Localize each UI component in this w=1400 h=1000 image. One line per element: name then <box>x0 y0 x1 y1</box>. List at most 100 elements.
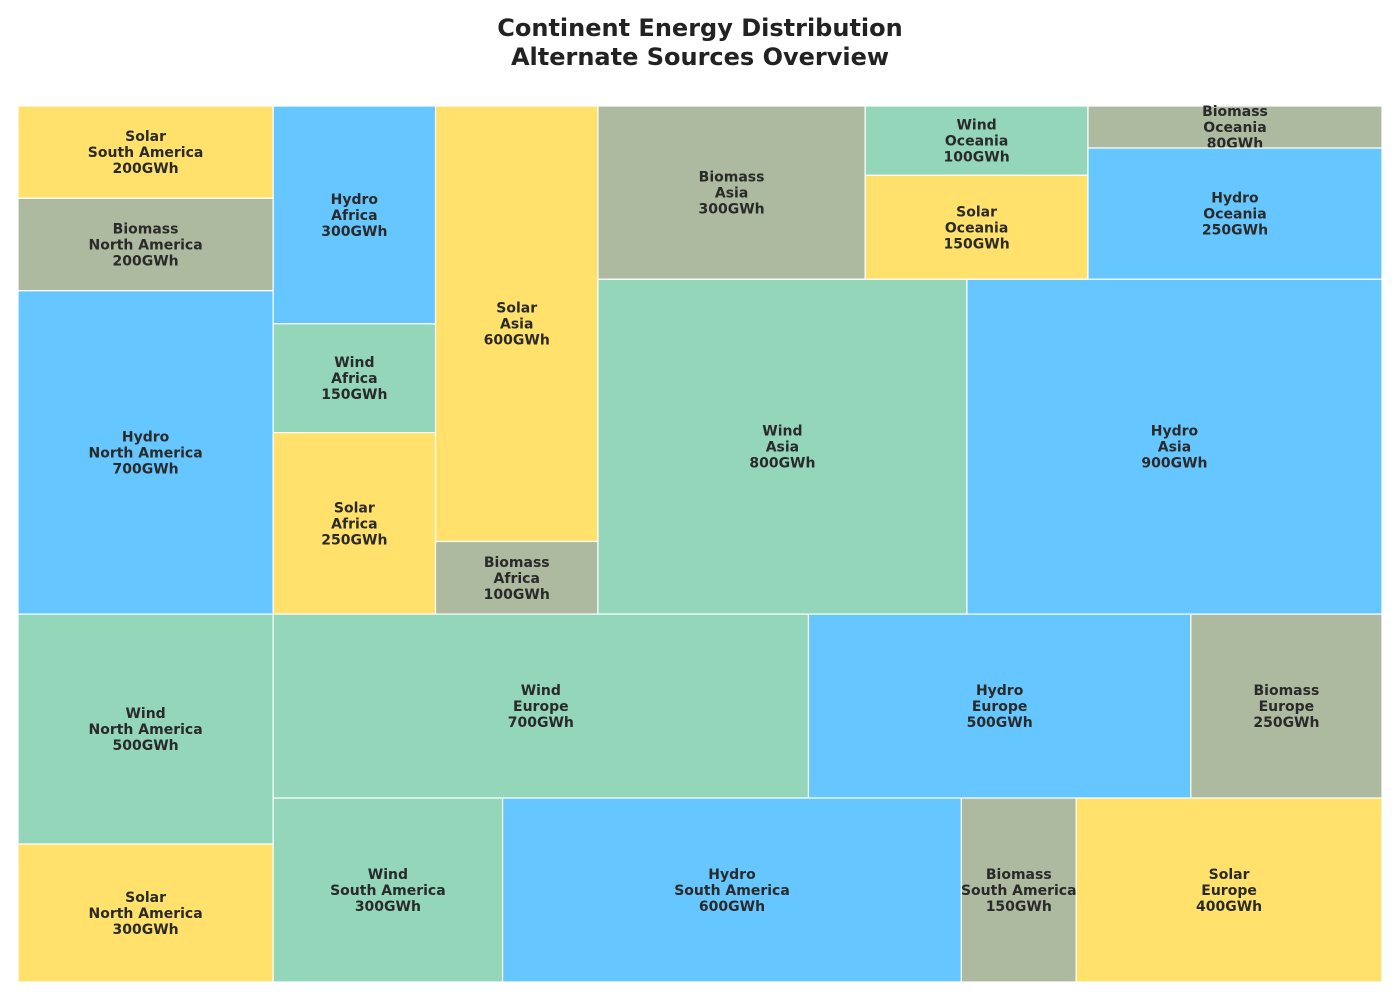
tile-value-label: 700GWh <box>113 461 179 477</box>
treemap-tile-rect <box>807 613 1192 799</box>
tile-continent-label: North America <box>89 238 203 254</box>
tile-source-label: Solar <box>1209 867 1250 883</box>
tile-continent-label: Europe <box>1259 699 1315 715</box>
treemap-tile-rect <box>966 278 1383 615</box>
chart-title: Continent Energy Distribution <box>497 14 903 42</box>
tile-value-label: 250GWh <box>1202 223 1268 239</box>
tile-continent-label: Africa <box>331 371 377 387</box>
tile-continent-label: North America <box>89 445 203 461</box>
treemap-tile-rect <box>1087 147 1383 280</box>
tile-source-label: Solar <box>334 500 375 516</box>
tile-source-label: Hydro <box>122 429 170 445</box>
chart-subtitle: Alternate Sources Overview <box>510 43 890 71</box>
tile-source-label: Biomass <box>699 170 765 186</box>
tile-value-label: 150GWh <box>944 236 1010 252</box>
tile-value-label: 300GWh <box>321 224 387 240</box>
tile-value-label: 250GWh <box>1253 715 1319 731</box>
tile-continent-label: Europe <box>513 699 569 715</box>
tile-source-label: Wind <box>125 706 165 722</box>
tile-value-label: 200GWh <box>113 254 179 270</box>
treemap-tile-rect <box>597 278 968 615</box>
tile-source-label: Wind <box>368 867 408 883</box>
tile-source-label: Hydro <box>976 683 1024 699</box>
tile-source-label: Solar <box>956 204 997 220</box>
tile-continent-label: Europe <box>972 699 1028 715</box>
tile-value-label: 400GWh <box>1196 899 1262 915</box>
tile-value-label: 600GWh <box>484 333 550 349</box>
tile-value-label: 100GWh <box>944 150 1010 166</box>
tile-value-label: 150GWh <box>321 387 387 403</box>
tile-source-label: Wind <box>956 118 996 134</box>
tile-continent-label: North America <box>89 722 203 738</box>
tile-continent-label: Asia <box>766 440 799 456</box>
treemap-tile-rect <box>864 105 1089 176</box>
treemap-tile-rect <box>434 540 599 615</box>
tile-source-label: Hydro <box>708 867 756 883</box>
tile-continent-label: Africa <box>331 208 377 224</box>
tile-source-label: Hydro <box>331 192 379 208</box>
tile-value-label: 250GWh <box>321 532 387 548</box>
tile-continent-label: Oceania <box>1203 207 1266 223</box>
tile-source-label: Hydro <box>1211 191 1259 207</box>
treemap-tile-rect <box>272 105 437 325</box>
tile-continent-label: Asia <box>500 317 533 333</box>
tile-value-label: 500GWh <box>113 738 179 754</box>
tile-continent-label: North America <box>89 906 203 922</box>
tile-source-label: Biomass <box>484 555 550 571</box>
tile-continent-label: Asia <box>715 186 748 202</box>
tile-value-label: 300GWh <box>113 922 179 938</box>
tile-source-label: Wind <box>334 355 374 371</box>
treemap-tile-rect <box>17 843 274 983</box>
tile-continent-label: Asia <box>1158 440 1191 456</box>
tile-source-label: Solar <box>125 890 166 906</box>
tile-continent-label: Africa <box>494 571 540 587</box>
tile-value-label: 700GWh <box>508 715 574 731</box>
tile-source-label: Wind <box>521 683 561 699</box>
treemap-tile-rect <box>17 613 274 845</box>
treemap-tile-rect <box>1075 797 1383 983</box>
tile-value-label: 500GWh <box>967 715 1033 731</box>
tile-continent-label: South America <box>961 883 1077 899</box>
tile-continent-label: Europe <box>1201 883 1257 899</box>
tile-source-label: Biomass <box>113 222 179 238</box>
treemap-tile-rect <box>1190 613 1383 799</box>
treemap-tile-rect <box>17 290 274 615</box>
chart-title-block: Continent Energy Distribution Alternate … <box>0 14 1400 72</box>
treemap-tile-rect <box>501 797 963 983</box>
tile-value-label: 300GWh <box>355 899 421 915</box>
treemap-tile-rect <box>272 432 437 615</box>
tile-value-label: 900GWh <box>1141 456 1207 472</box>
treemap-tile-rect <box>272 613 810 799</box>
treemap-tile-rect <box>272 323 437 434</box>
treemap-tile-rect <box>434 105 599 543</box>
tile-continent-label: South America <box>88 145 204 161</box>
tile-value-label: 300GWh <box>699 202 765 218</box>
tile-value-label: 100GWh <box>484 587 550 603</box>
tile-continent-label: South America <box>674 883 790 899</box>
tile-continent-label: Oceania <box>945 134 1008 150</box>
tile-continent-label: Africa <box>331 516 377 532</box>
treemap-tile-rect <box>960 797 1077 983</box>
tile-continent-label: South America <box>330 883 446 899</box>
treemap-tile-rect <box>1087 105 1383 149</box>
tile-source-label: Biomass <box>986 867 1052 883</box>
